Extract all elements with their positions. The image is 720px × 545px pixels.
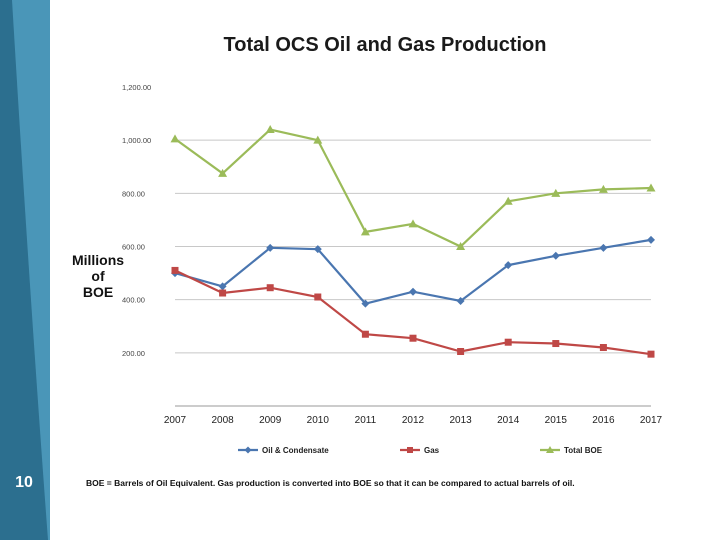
y-tick-label: 1,200.00 [122, 83, 151, 92]
x-tick-label: 2010 [307, 415, 330, 426]
data-point [265, 125, 275, 134]
data-point [457, 348, 465, 356]
data-point [598, 184, 608, 193]
data-point [219, 289, 227, 297]
legend-swatch-marker [407, 447, 413, 453]
x-tick-label: 2007 [164, 415, 187, 426]
data-point [647, 350, 655, 358]
x-tick-label: 2011 [355, 415, 377, 426]
footnote: BOE = Barrels of Oil Equivalent. Gas pro… [86, 478, 575, 488]
chart-title: Total OCS Oil and Gas Production [223, 34, 547, 56]
y-tick-label: 800.00 [122, 189, 145, 198]
x-tick-label: 2009 [259, 415, 282, 426]
sidebar-band-light [12, 0, 50, 540]
data-point [408, 219, 418, 228]
data-point [171, 266, 179, 274]
legend-label: Gas [424, 446, 440, 455]
x-tick-label: 2008 [211, 415, 234, 426]
data-point [646, 183, 656, 192]
data-point [504, 338, 512, 346]
y-axis-label: Millions of BOE [60, 252, 136, 300]
data-point [313, 135, 323, 144]
data-point [552, 340, 560, 348]
data-point [551, 251, 560, 260]
y-axis-label-line-3: BOE [82, 284, 114, 300]
data-point [409, 334, 417, 342]
data-point [313, 245, 322, 254]
x-tick-label: 2017 [640, 415, 663, 426]
data-point [266, 284, 274, 292]
data-point [599, 243, 608, 252]
data-point [361, 299, 370, 308]
series-line [174, 128, 652, 248]
legend-swatch-marker [244, 446, 252, 454]
legend-swatch-marker [546, 446, 554, 453]
slide-number: 10 [15, 474, 33, 491]
data-point [409, 287, 417, 296]
data-point [360, 227, 370, 236]
x-tick-label: 2014 [497, 415, 520, 426]
data-point [361, 330, 369, 338]
y-tick-label: 400.00 [122, 296, 145, 305]
data-point [218, 168, 228, 177]
x-tick-label: 2012 [402, 415, 425, 426]
legend-label: Total BOE [564, 446, 603, 455]
x-tick-label: 2016 [592, 415, 615, 426]
legend-label: Oil & Condensate [262, 446, 329, 455]
y-tick-label: 600.00 [122, 243, 145, 252]
data-point [170, 134, 180, 143]
data-point [647, 235, 655, 244]
data-point [551, 188, 561, 197]
data-point [456, 296, 465, 305]
data-point [599, 344, 607, 352]
data-point [266, 243, 275, 252]
data-point [503, 196, 513, 205]
y-axis-label-line-1: Millions [71, 252, 125, 268]
data-point [504, 261, 513, 270]
x-tick-label: 2013 [449, 415, 472, 426]
slide-sidebar [0, 0, 50, 540]
data-point [314, 293, 322, 301]
sidebar-decoration [0, 0, 50, 540]
data-point [218, 282, 227, 291]
x-tick-label: 2015 [545, 415, 568, 426]
y-axis-label-line-2: of [91, 268, 105, 284]
y-tick-label: 1,000.00 [122, 136, 151, 145]
y-tick-label: 200.00 [122, 349, 145, 358]
data-point [456, 242, 466, 250]
